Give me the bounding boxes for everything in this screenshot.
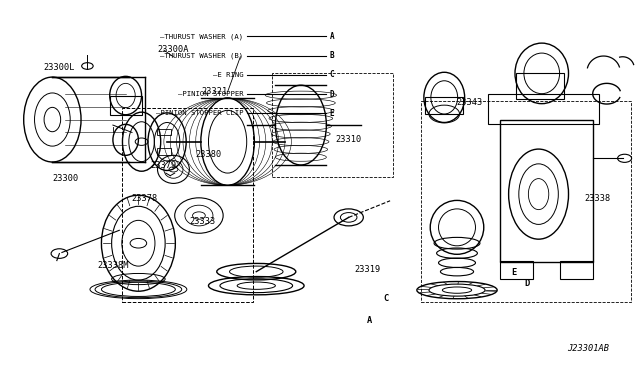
Bar bbox=[488, 94, 599, 124]
Text: E: E bbox=[512, 268, 517, 277]
Text: 23319: 23319 bbox=[355, 264, 381, 273]
Bar bbox=[420, 101, 631, 302]
Text: 23321: 23321 bbox=[202, 87, 228, 96]
Text: 23300L: 23300L bbox=[43, 63, 74, 72]
Text: D: D bbox=[330, 90, 334, 99]
Text: 23333: 23333 bbox=[189, 217, 215, 225]
Text: —E RING: —E RING bbox=[213, 72, 244, 78]
Bar bbox=[122, 109, 253, 302]
Text: 23379: 23379 bbox=[151, 161, 177, 170]
Text: A: A bbox=[367, 316, 372, 325]
Text: 23310: 23310 bbox=[335, 135, 362, 144]
Text: C: C bbox=[383, 294, 388, 303]
Text: 23338: 23338 bbox=[584, 195, 611, 203]
Text: 23343: 23343 bbox=[456, 99, 483, 108]
Bar bbox=[157, 148, 171, 155]
Text: 23338M: 23338M bbox=[97, 261, 129, 270]
Text: 23378: 23378 bbox=[132, 195, 158, 203]
Text: A: A bbox=[330, 32, 334, 41]
Text: —PINION STOPPER CLIP: —PINION STOPPER CLIP bbox=[156, 110, 244, 116]
Text: —PINION STOPPER: —PINION STOPPER bbox=[178, 91, 244, 97]
Bar bbox=[157, 129, 171, 135]
Text: E: E bbox=[330, 109, 334, 118]
Text: —THURUST WASHER (A): —THURUST WASHER (A) bbox=[161, 33, 244, 40]
Text: C: C bbox=[330, 70, 334, 79]
Bar bbox=[516, 73, 564, 99]
Text: —THURUST WASHER (B): —THURUST WASHER (B) bbox=[161, 52, 244, 59]
Text: 23300: 23300 bbox=[52, 174, 78, 183]
Bar bbox=[272, 73, 394, 177]
Bar bbox=[500, 119, 593, 262]
Bar bbox=[500, 261, 534, 279]
Bar bbox=[109, 96, 141, 115]
Text: 23380: 23380 bbox=[195, 150, 221, 159]
Bar bbox=[559, 261, 593, 279]
Bar bbox=[425, 97, 463, 114]
Text: D: D bbox=[524, 279, 530, 288]
Text: B: B bbox=[330, 51, 334, 60]
Text: 23300A: 23300A bbox=[157, 45, 189, 54]
Text: J23301AB: J23301AB bbox=[566, 344, 609, 353]
